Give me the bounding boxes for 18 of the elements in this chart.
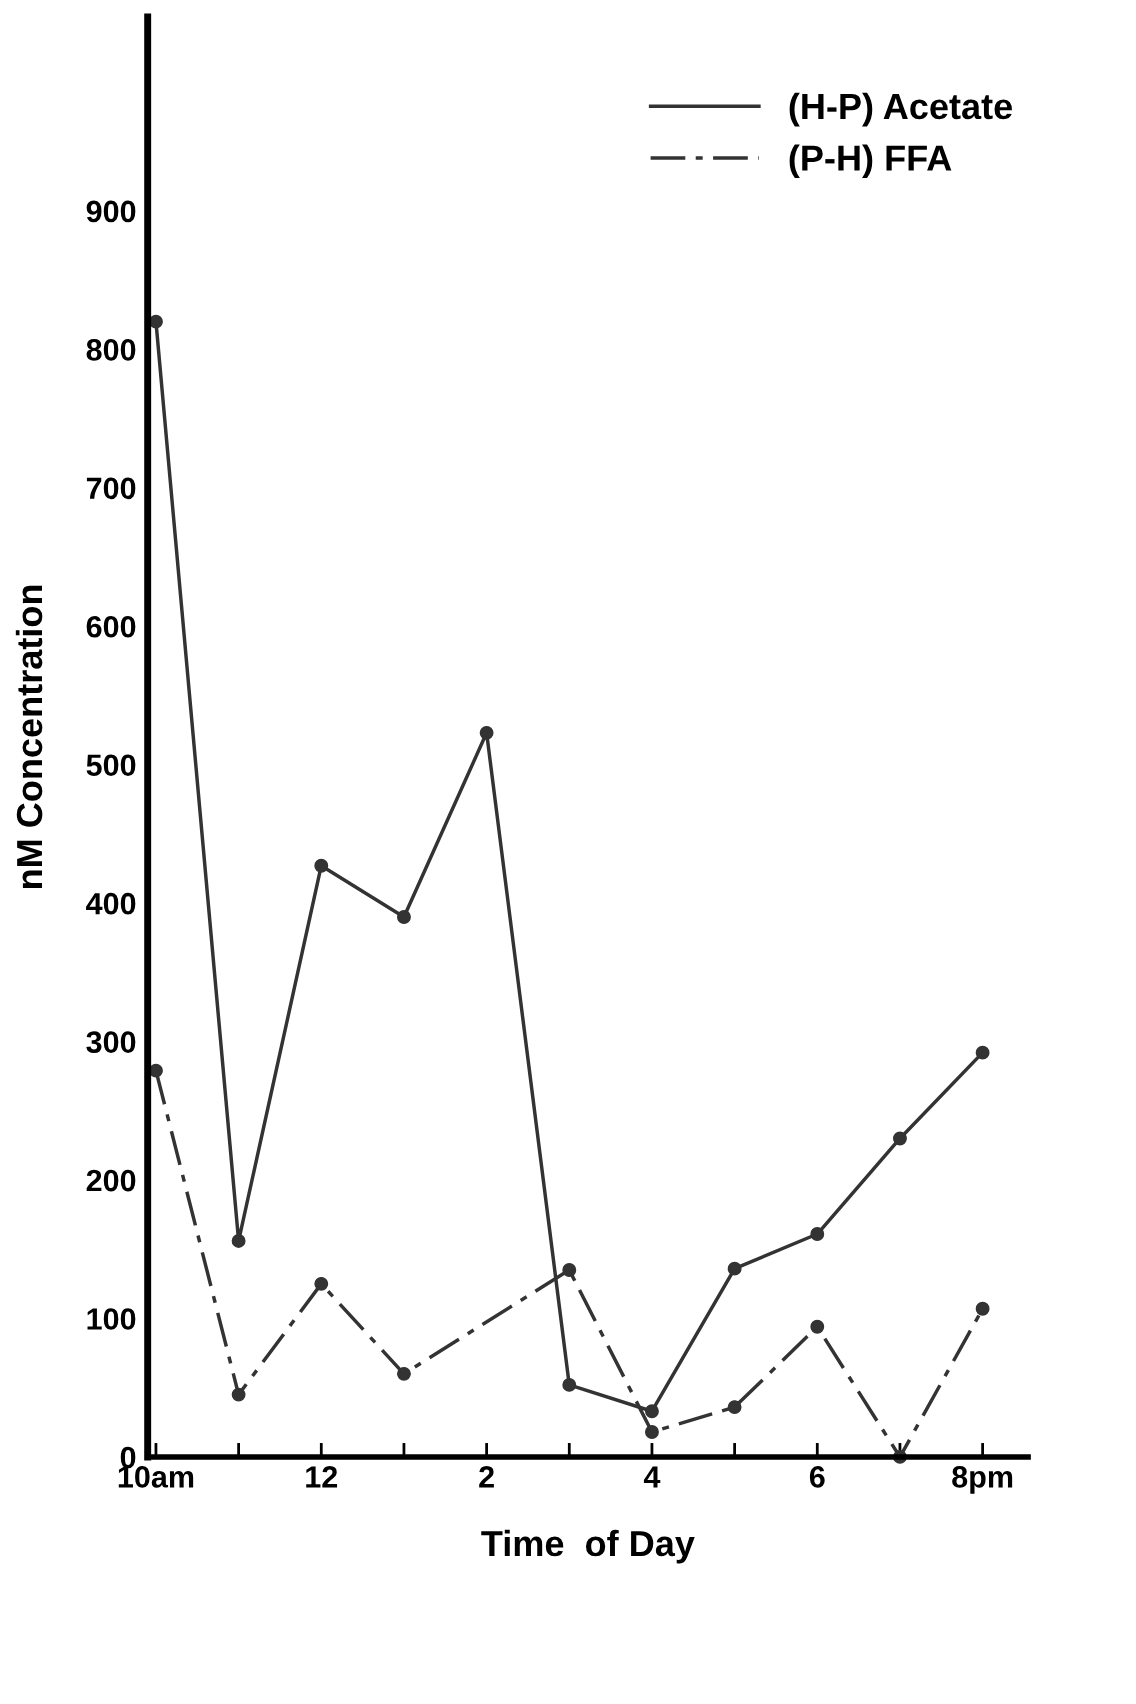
- y-axis-title: nM Concentration: [15, 585, 43, 889]
- y-tick-label: 600: [86, 615, 136, 638]
- y-tick-label: 200: [86, 1169, 136, 1192]
- y-tick-label: 300: [86, 1031, 136, 1053]
- x-tick-label: 6: [809, 1466, 825, 1488]
- y-tick-label: 900: [86, 200, 136, 223]
- y-tick-label: 700: [86, 477, 136, 500]
- y-tick-label: 400: [86, 892, 136, 915]
- x-tick-label: 2: [479, 1466, 494, 1488]
- y-tick-label: 800: [86, 339, 136, 361]
- y-tick-label: 100: [87, 1308, 136, 1330]
- x-tick-label: 12: [306, 1466, 338, 1488]
- x-tick-label: 8pm: [952, 1466, 1013, 1494]
- y-tick-label: 500: [86, 754, 136, 777]
- x-tick-label: 4: [643, 1466, 661, 1488]
- x-axis-title: Time of Day: [481, 1529, 695, 1564]
- legend-label: (P-H) FFA: [789, 144, 952, 179]
- legend-label: (H-P) Acetate: [789, 92, 1012, 127]
